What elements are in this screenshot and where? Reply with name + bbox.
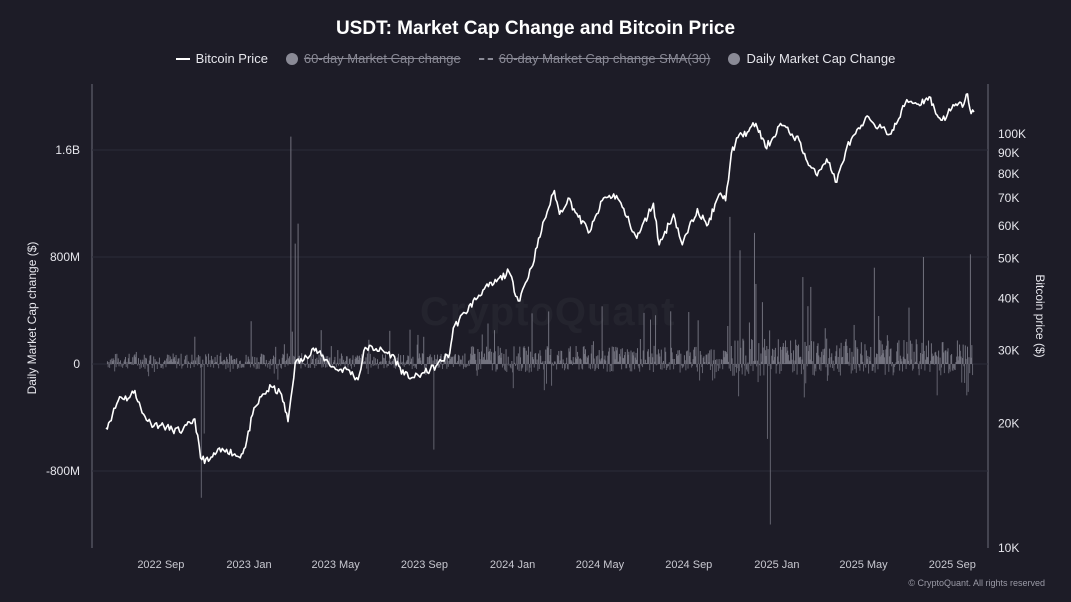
x-tick-label: 2023 Sep	[401, 559, 448, 571]
legend-item-daily-change[interactable]: Daily Market Cap Change	[728, 51, 895, 66]
right-tick-label: 60K	[998, 219, 1019, 233]
legend-item-60day-sma[interactable]: 60-day Market Cap change SMA(30)	[478, 51, 711, 66]
legend-item-60day-change[interactable]: 60-day Market Cap change	[285, 51, 461, 66]
legend-label: Bitcoin Price	[195, 51, 268, 66]
bitcoin-price-line	[105, 93, 975, 465]
x-tick-label: 2024 Sep	[665, 559, 712, 571]
legend-line-swatch	[175, 57, 190, 60]
left-tick-label: 1.6B	[55, 143, 80, 157]
x-tick-label: 2022 Sep	[137, 559, 184, 571]
right-tick-label: 40K	[998, 292, 1019, 306]
attribution: © CryptoQuant. All rights reserved	[908, 578, 1045, 588]
x-tick-label: 2025 May	[839, 559, 888, 571]
legend-dot-swatch	[285, 52, 298, 65]
legend-dash-swatch	[478, 57, 493, 60]
legend-label: 60-day Market Cap change SMA(30)	[498, 51, 711, 66]
x-tick-label: 2023 Jan	[226, 559, 271, 571]
left-axis-title: Daily Market Cap change ($)	[25, 242, 39, 395]
chart-title: USDT: Market Cap Change and Bitcoin Pric…	[335, 18, 736, 39]
right-axis-title: Bitcoin price ($)	[1033, 274, 1047, 357]
legend-item-bitcoin-price[interactable]: Bitcoin Price	[175, 51, 268, 66]
left-tick-label: 0	[73, 357, 80, 371]
right-tick-label: 50K	[998, 252, 1019, 266]
legend-label: Daily Market Cap Change	[746, 51, 896, 66]
right-tick-label: 90K	[998, 146, 1019, 160]
right-tick-label: 80K	[998, 167, 1019, 181]
left-tick-label: -800M	[46, 464, 80, 478]
right-tick-label: 20K	[998, 416, 1019, 430]
right-tick-label: 30K	[998, 343, 1019, 357]
right-tick-label: 70K	[998, 191, 1019, 205]
x-tick-label: 2024 Jan	[490, 559, 535, 571]
legend-label: 60-day Market Cap change	[303, 51, 461, 66]
left-tick-label: 800M	[50, 250, 80, 264]
x-tick-label: 2025 Sep	[929, 559, 976, 571]
x-tick-label: 2025 Jan	[754, 559, 799, 571]
legend: Bitcoin Price 60-day Market Cap change 6…	[0, 51, 1071, 66]
right-tick-label: 100K	[998, 127, 1026, 141]
legend-dot-swatch	[728, 52, 741, 65]
x-tick-label: 2024 May	[576, 559, 625, 571]
x-tick-label: 2023 May	[311, 559, 360, 571]
right-tick-label: 10K	[998, 541, 1019, 555]
